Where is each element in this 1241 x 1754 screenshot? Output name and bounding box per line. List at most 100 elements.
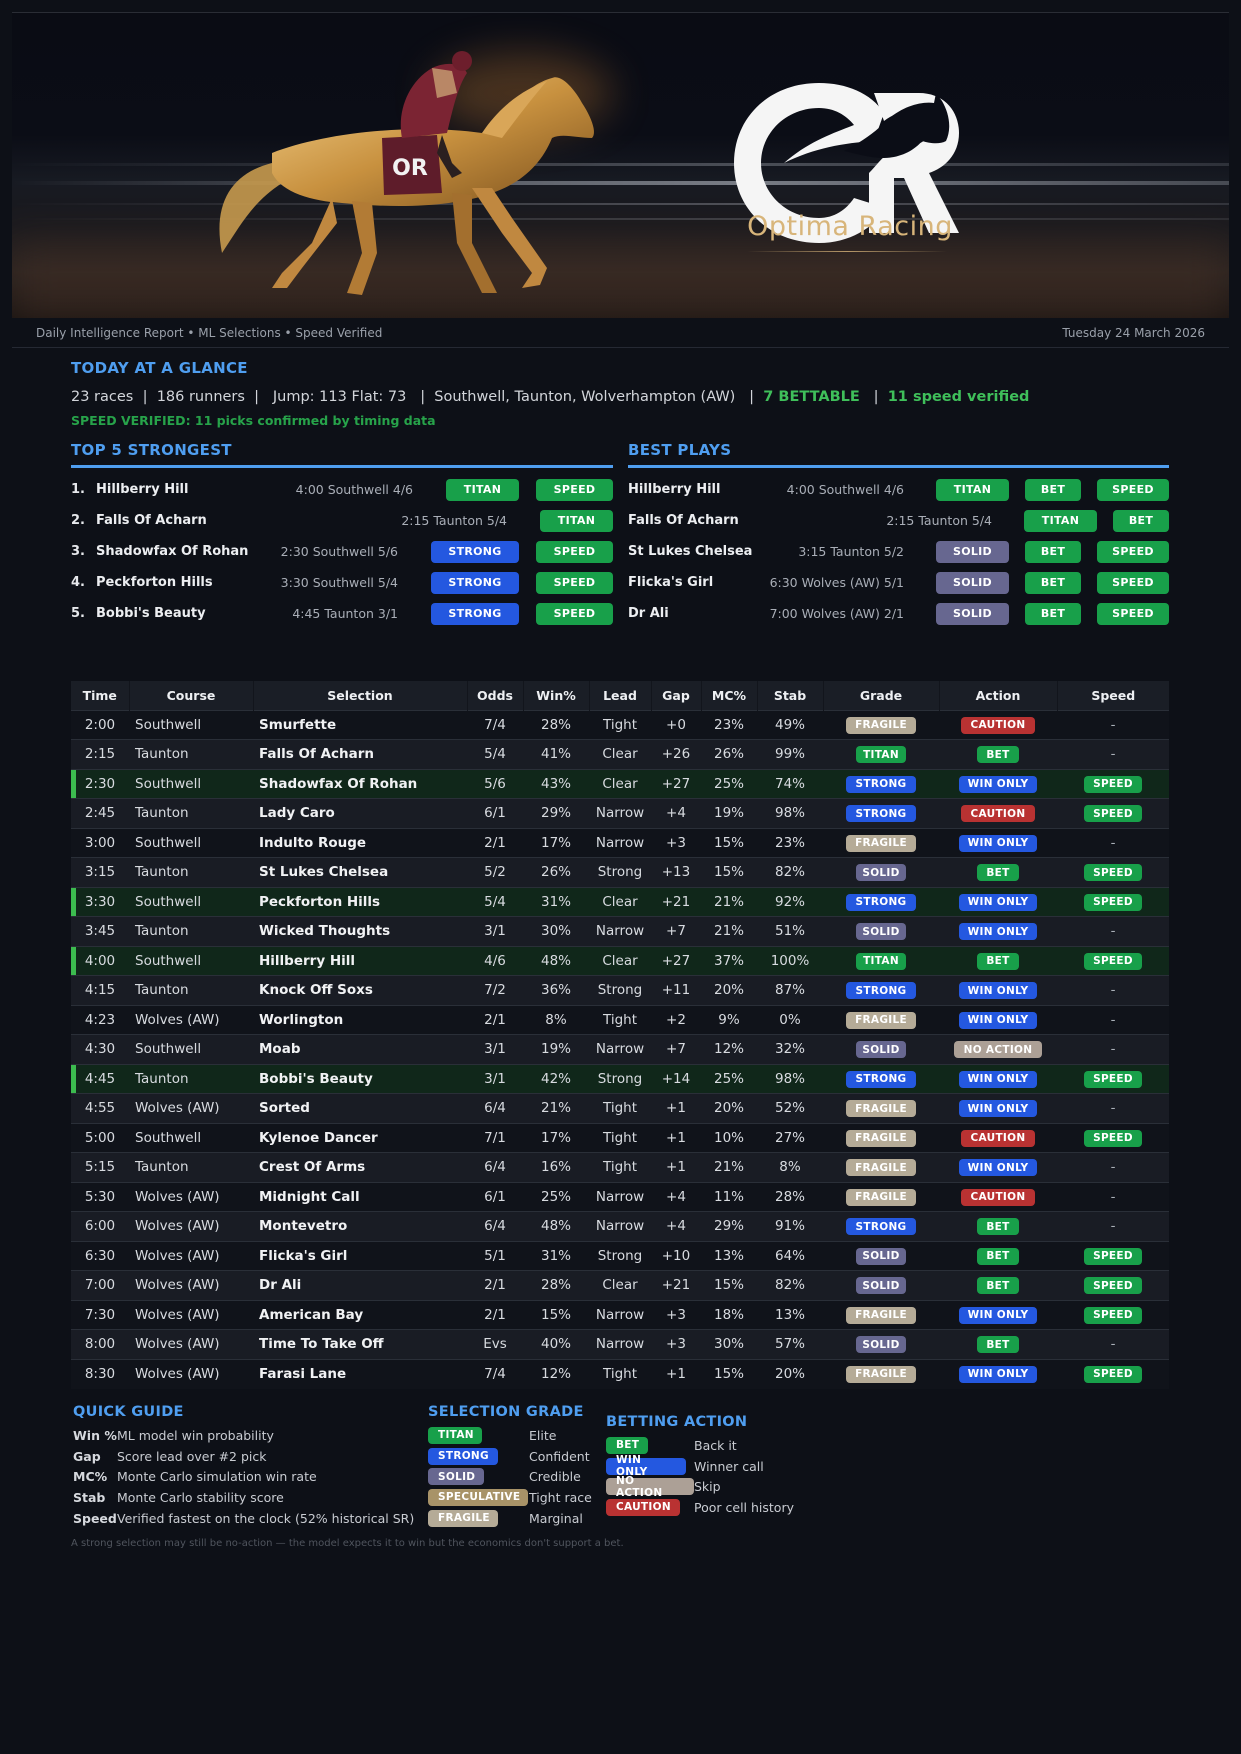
win-percent: 31% — [523, 1240, 589, 1271]
grade-badge-cell: SOLID — [823, 1034, 939, 1064]
grade-badge-cell: FRAGILE — [823, 709, 939, 740]
bet-badge: BET — [1025, 602, 1081, 625]
grade-badge-cell: STRONG — [823, 886, 939, 917]
top5-item: 2. Falls Of Acharn 2:15 Taunton 5/4 TITAN — [71, 505, 613, 536]
speed-badge: SPEED — [1097, 540, 1169, 563]
horse-name: Bobbi's Beauty — [96, 606, 206, 621]
grade-badge-cell: STRONG — [823, 975, 939, 1005]
table-row[interactable]: 8:00 Wolves (AW) Time To Take Off Evs 40% Nar… — [71, 1329, 1169, 1359]
action-badge: WIN ONLY — [959, 1306, 1037, 1324]
column-header-action[interactable]: Action — [938, 681, 1057, 710]
bettable-count: 7 BETTABLE — [763, 389, 860, 405]
speed-badge: SPEED — [536, 540, 613, 563]
win-percent: 43% — [523, 768, 589, 799]
table-row[interactable]: 3:30 Southwell Peckforton Hills 5/4 31% Clear… — [71, 886, 1169, 917]
win-percent: 36% — [523, 975, 589, 1005]
table-row[interactable]: 6:00 Wolves (AW) Montevetro 6/4 48% Narrow +4 2… — [71, 1211, 1169, 1241]
gap: +3 — [651, 1299, 701, 1330]
table-row[interactable]: 7:30 Wolves (AW) American Bay 2/1 15% Narrow +… — [71, 1299, 1169, 1330]
grade-badge: TITAN — [446, 478, 519, 501]
table-row[interactable]: 4:55 Wolves (AW) Sorted 6/4 21% Tight +1 20% 52%… — [71, 1093, 1169, 1123]
table-row[interactable]: 4:45 Taunton Bobbi's Beauty 3/1 42% Strong +14… — [71, 1063, 1169, 1094]
footnote: A strong selection may still be no-actio… — [71, 1538, 624, 1549]
table-row[interactable]: 5:00 Southwell Kylenoe Dancer 7/1 17% Tight +1… — [71, 1122, 1169, 1153]
course-name: Southwell — [129, 827, 253, 858]
mc-percent: 21% — [701, 886, 757, 917]
stability: 32% — [757, 1034, 823, 1064]
race-time: 2:15 — [71, 739, 129, 769]
grade-badge: STRONG — [846, 893, 916, 911]
table-row[interactable]: 8:30 Wolves (AW) Farasi Lane 7/4 12% Tight +1 1… — [71, 1358, 1169, 1389]
action-badge-cell: BET — [939, 945, 1057, 976]
betting-action-title: BETTING ACTION — [606, 1414, 748, 1430]
win-percent: 48% — [523, 1211, 589, 1241]
odds: 5/2 — [467, 857, 523, 887]
table-row[interactable]: 6:30 Wolves (AW) Flicka's Girl 5/1 31% Strong… — [71, 1240, 1169, 1271]
action-badge: CAUTION — [961, 1129, 1035, 1147]
column-header-lead[interactable]: Lead — [588, 681, 651, 710]
speed-badge-cell: - — [1057, 975, 1169, 1005]
table-row[interactable]: 4:15 Taunton Knock Off Soxs 7/2 36% Strong +11… — [71, 975, 1169, 1005]
table-row[interactable]: 7:00 Wolves (AW) Dr Ali 2/1 28% Clear +21 15% 82… — [71, 1270, 1169, 1300]
odds: 3/1 — [467, 1063, 523, 1094]
table-row[interactable]: 5:15 Taunton Crest Of Arms 6/4 16% Tight +1 21%… — [71, 1152, 1169, 1182]
odds: 7/4 — [467, 709, 523, 740]
stability: 57% — [757, 1329, 823, 1359]
mc-percent: 37% — [701, 945, 757, 976]
race-meta: 4:00 Southwell 4/6 — [295, 482, 413, 497]
column-header-gap[interactable]: Gap — [650, 681, 701, 710]
empty-value: - — [1110, 716, 1116, 733]
race-time: 3:45 — [71, 916, 129, 946]
action-badge: BET — [977, 1218, 1019, 1235]
table-row[interactable]: 2:45 Taunton Lady Caro 6/1 29% Narrow +4 19% 98%… — [71, 798, 1169, 828]
table-row[interactable]: 3:00 Southwell Indulto Rouge 2/1 17% Narrow +3… — [71, 827, 1169, 858]
table-row[interactable]: 4:00 Southwell Hillberry Hill 4/6 48% Clear +2… — [71, 945, 1169, 976]
odds: 6/1 — [467, 798, 523, 828]
grade-badge: SOLID — [936, 540, 1009, 563]
column-header-grade[interactable]: Grade — [822, 681, 939, 710]
table-row[interactable]: 2:15 Taunton Falls Of Acharn 5/4 41% Clear +26… — [71, 739, 1169, 769]
best-plays-title: BEST PLAYS — [628, 441, 732, 459]
table-row[interactable]: 2:30 Southwell Shadowfax Of Rohan 5/6 43% Cle… — [71, 768, 1169, 799]
column-header-speed[interactable]: Speed — [1056, 681, 1169, 710]
table-row[interactable]: 4:30 Southwell Moab 3/1 19% Narrow +7 12% 32% SOL… — [71, 1034, 1169, 1064]
top5-strongest-panel: TOP 5 STRONGEST 1. Hillberry Hill 4:00 Sou… — [71, 441, 613, 629]
selections-table: Time Course Selection Odds Win% Lead Gap MC% Sta… — [71, 681, 1169, 1389]
win-percent: 16% — [523, 1152, 589, 1182]
action-badge: WIN ONLY — [959, 1100, 1037, 1117]
table-row[interactable]: 3:45 Taunton Wicked Thoughts 3/1 30% Narrow +7… — [71, 916, 1169, 946]
race-meta: 4:00 Southwell 4/6 — [786, 482, 904, 497]
column-header-mc[interactable]: MC% — [700, 681, 757, 710]
action-badge: WIN ONLY — [959, 1159, 1037, 1176]
gap: +4 — [651, 798, 701, 828]
column-header-odds[interactable]: Odds — [466, 681, 523, 710]
grade-badge: FRAGILE — [846, 1100, 916, 1117]
speed-badge-cell: SPEED — [1057, 1270, 1169, 1300]
action-badge: BET — [977, 1336, 1019, 1353]
grade-badge-cell: FRAGILE — [823, 1299, 939, 1330]
column-header-win[interactable]: Win% — [522, 681, 589, 710]
best-plays-panel: BEST PLAYS Hillberry Hill 4:00 Southwell … — [628, 441, 1169, 629]
table-row[interactable]: 5:30 Wolves (AW) Midnight Call 6/1 25% Narrow… — [71, 1181, 1169, 1212]
win-percent: 29% — [523, 798, 589, 828]
grade-badge: STRONG — [431, 540, 519, 563]
column-header-time[interactable]: Time — [71, 681, 129, 710]
race-time: 4:45 — [71, 1063, 129, 1094]
grade-badge: STRONG — [431, 602, 519, 625]
empty-value: - — [1110, 1011, 1116, 1028]
grade-badge-cell: FRAGILE — [823, 1152, 939, 1182]
action-badge-cell: WIN ONLY — [939, 1358, 1057, 1389]
win-percent: 17% — [523, 827, 589, 858]
win-percent: 8% — [523, 1004, 589, 1035]
guide-key: Win % — [73, 1427, 117, 1443]
table-row[interactable]: 2:00 Southwell Smurfette 7/4 28% Tight +0 23% 49… — [71, 709, 1169, 740]
lead: Strong — [589, 1063, 651, 1094]
table-row[interactable]: 4:23 Wolves (AW) Worlington 2/1 8% Tight +2 9% 0… — [71, 1004, 1169, 1035]
mc-percent: 12% — [701, 1034, 757, 1064]
column-header-course[interactable]: Course — [128, 681, 253, 710]
odds: 2/1 — [467, 827, 523, 858]
column-header-stab[interactable]: Stab — [756, 681, 823, 710]
column-header-selection[interactable]: Selection — [252, 681, 467, 710]
grade-badge: STRONG — [846, 982, 916, 999]
table-row[interactable]: 3:15 Taunton St Lukes Chelsea 5/2 26% Strong +… — [71, 857, 1169, 887]
